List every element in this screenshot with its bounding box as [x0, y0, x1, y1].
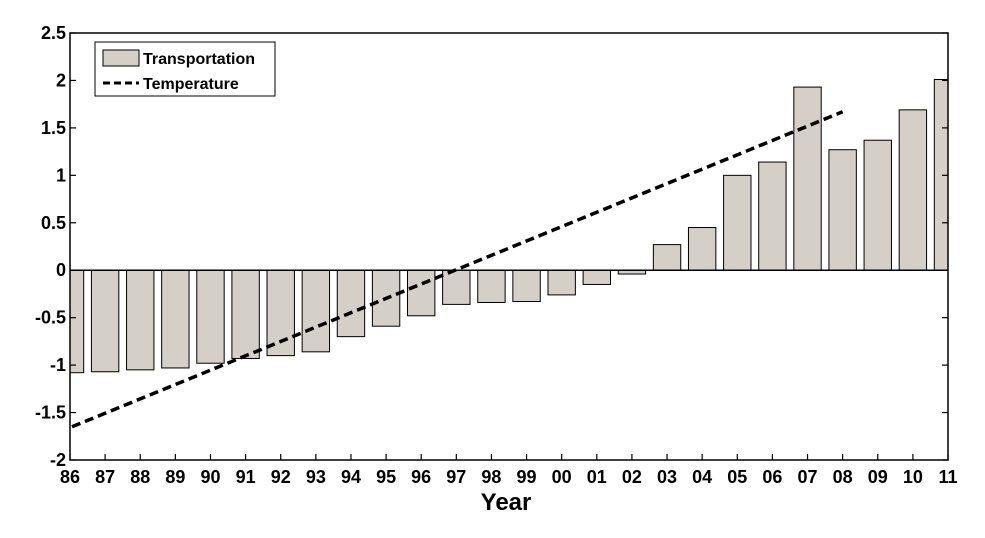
plot-frame — [69, 32, 949, 461]
bar-03 — [652, 244, 682, 271]
y-axis: -2 -1.5 -1 -0.5 0 0.5 1 1.5 2 2.5 — [35, 23, 948, 470]
x-tick-label: 11 — [938, 467, 957, 487]
legend: Transportation Temperature — [94, 41, 276, 97]
y-tick-label: -1.5 — [35, 403, 66, 423]
bar-08 — [828, 149, 857, 271]
y-tick-label: 2 — [56, 70, 66, 90]
bar-01 — [582, 269, 611, 285]
bars-group — [70, 78, 948, 374]
x-tick-label: 10 — [903, 467, 923, 487]
x-tick-label: 88 — [130, 467, 150, 487]
bar-91 — [231, 269, 260, 359]
x-axis-title: Year — [481, 489, 532, 516]
x-tick-label: 90 — [200, 467, 220, 487]
y-tick-label: 1 — [56, 165, 66, 185]
bar-00 — [547, 269, 576, 296]
y-tick-label: 0.5 — [41, 213, 66, 233]
y-tick-label: -1 — [50, 355, 66, 375]
bar-87 — [90, 269, 120, 373]
legend-label-temperature: Temperature — [143, 76, 239, 93]
bar-89 — [161, 269, 190, 369]
bar-99 — [512, 269, 541, 303]
bar-98 — [477, 269, 506, 303]
bar-86 — [70, 269, 85, 374]
bar-04 — [687, 227, 717, 271]
x-tick-label: 95 — [376, 467, 396, 487]
x-tick-label: 86 — [60, 467, 80, 487]
x-tick-label: 98 — [481, 467, 501, 487]
x-tick-label: 94 — [341, 467, 361, 487]
x-tick-label: 97 — [446, 467, 466, 487]
y-tick-label: -2 — [50, 450, 66, 470]
x-tick-label: 01 — [587, 467, 607, 487]
x-tick-label: 99 — [517, 467, 537, 487]
bar-07 — [793, 86, 822, 271]
y-tick-label: 0 — [56, 260, 66, 280]
x-tick-label: 87 — [95, 467, 115, 487]
bar-93 — [301, 269, 331, 353]
x-axis: 86 87 88 89 90 91 92 93 94 95 96 97 98 99 00 01 02 03 04 05… — [60, 454, 958, 487]
x-tick-label: 06 — [762, 467, 782, 487]
x-tick-label: 93 — [306, 467, 326, 487]
bar-10 — [898, 109, 928, 271]
bar-09 — [863, 139, 892, 271]
x-tick-label: 07 — [798, 467, 818, 487]
x-tick-label: 03 — [657, 467, 677, 487]
bar-90 — [196, 269, 225, 364]
x-tick-label: 96 — [411, 467, 431, 487]
bar-97 — [442, 269, 471, 305]
y-tick-label: 1.5 — [41, 118, 66, 138]
bar-88 — [126, 269, 155, 371]
legend-label-transportation: Transportation — [143, 51, 255, 68]
x-tick-label: 89 — [165, 467, 185, 487]
bar-96 — [407, 269, 436, 317]
temperature-trend-line — [71, 110, 844, 429]
bar-06 — [758, 161, 787, 271]
bar-05 — [723, 174, 752, 271]
x-tick-label: 92 — [271, 467, 291, 487]
x-tick-label: 08 — [833, 467, 853, 487]
y-tick-label: -0.5 — [35, 308, 66, 328]
x-tick-label: 00 — [552, 467, 572, 487]
trend-group — [71, 110, 844, 429]
x-tick-label: 02 — [622, 467, 642, 487]
bar-94 — [336, 269, 366, 338]
legend-swatch-transportation — [102, 49, 140, 67]
x-tick-label: 09 — [868, 467, 888, 487]
y-tick-label: 2.5 — [41, 23, 66, 43]
x-tick-label: 04 — [692, 467, 712, 487]
x-tick-label: 05 — [727, 467, 747, 487]
x-tick-label: 91 — [236, 467, 256, 487]
